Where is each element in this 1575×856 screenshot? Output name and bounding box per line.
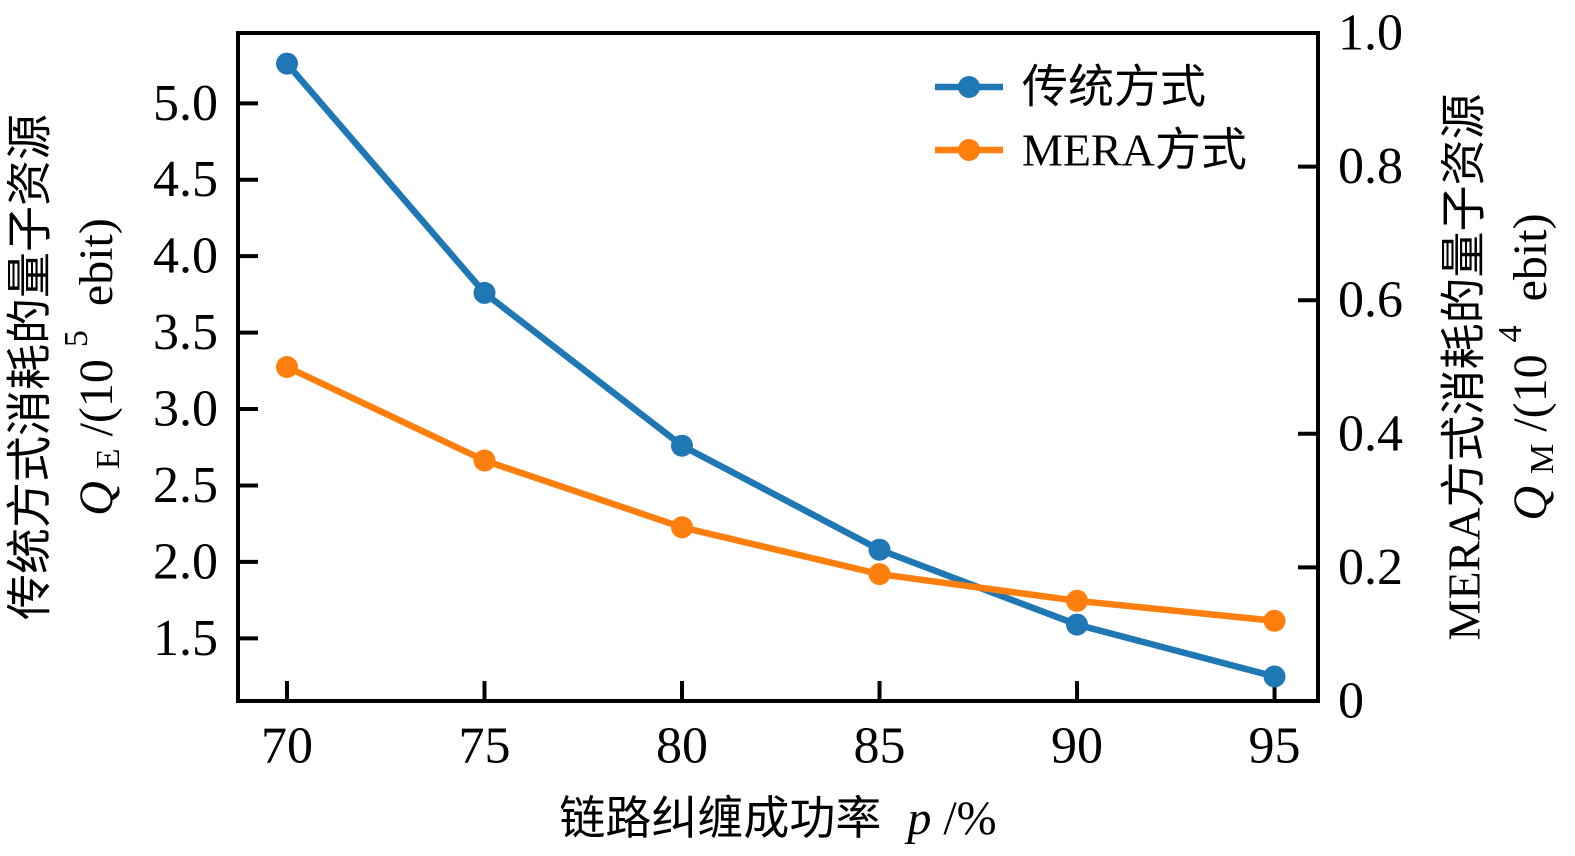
series-traditional-marker [1066, 613, 1088, 636]
axis-ticks [238, 31, 1318, 703]
series-traditional-marker [276, 52, 298, 75]
x-axis-label-unit: /% [943, 792, 996, 845]
series-mera-marker [868, 563, 891, 586]
y-right-tick-label: 0 [1338, 673, 1364, 730]
y-right-tick-label: 1.0 [1338, 5, 1403, 62]
y-right-tick-label: 0.2 [1338, 539, 1403, 596]
series-mera-marker [1263, 609, 1286, 632]
series-traditional-line [283, 60, 1278, 680]
x-tick-label: 85 [854, 718, 906, 775]
series-mera-line [283, 363, 1278, 625]
y-left-tick-label: 1.5 [153, 610, 218, 667]
series-traditional-marker [868, 538, 891, 561]
legend-item-mera: MERA方式 [935, 125, 1247, 176]
y-right-quantity-symbol: Q [1504, 486, 1557, 521]
series-mera-marker [1066, 589, 1088, 612]
legend-label-traditional: 传统方式 [1022, 62, 1206, 113]
x-tick-label: 75 [458, 718, 510, 775]
series-traditional-marker [1263, 665, 1286, 688]
x-tick-label: 90 [1051, 718, 1103, 775]
x-axis-label: 链路纠缠成功率 p /% [559, 792, 996, 845]
y-left-tick-label: 2.0 [153, 533, 218, 590]
legend-label-mera: MERA方式 [1022, 125, 1247, 176]
series-traditional [276, 52, 1286, 688]
data-series [276, 52, 1286, 688]
x-tick-label: 70 [261, 718, 313, 775]
y-right-tick-label: 0.6 [1338, 272, 1403, 329]
y-right-axis-label-line1: MERA方式消耗的量子资源 [1439, 94, 1490, 641]
y-right-axis-label-line2: Q M /(10 4 ebit) [1484, 213, 1569, 520]
x-tick-label: 95 [1249, 718, 1301, 775]
x-axis-label-variable: p [904, 792, 931, 845]
y-right-tick-label: 0.4 [1338, 405, 1403, 462]
legend-item-traditional: 传统方式 [935, 62, 1206, 113]
y-left-unit-exponent: 5 [58, 330, 95, 347]
series-mera-marker [473, 449, 496, 472]
series-mera-marker [276, 356, 298, 378]
y-left-unit-prefix: /(10 [70, 359, 123, 436]
y-left-tick-label: 2.5 [153, 457, 218, 514]
series-traditional-marker [671, 434, 693, 457]
y-left-tick-label: 4.0 [153, 228, 218, 285]
y-left-tick-label: 3.0 [153, 381, 218, 438]
plot-frame [236, 31, 1320, 703]
legend-marker-mera-icon [958, 139, 980, 161]
x-axis-label-text: 链路纠缠成功率 [559, 793, 881, 844]
y-right-unit-prefix: /(10 [1504, 354, 1557, 431]
y-left-unit-suffix: ebit) [70, 218, 123, 318]
y-right-tick-label: 0.8 [1338, 138, 1403, 195]
x-tick-label: 80 [656, 718, 708, 775]
y-left-quantity-symbol: Q [70, 481, 123, 516]
y-left-quantity-subscript: E [90, 448, 127, 469]
y-left-axis-label-line2: Q E /(10 5 ebit) [50, 218, 135, 516]
y-left-tick-label: 5.0 [153, 75, 218, 132]
series-traditional-marker [473, 281, 496, 304]
y-left-axis-label-line1: 传统方式消耗的量子资源 [5, 114, 56, 620]
y-left-tick-label: 3.5 [153, 304, 218, 361]
y-right-quantity-subscript: M [1524, 444, 1561, 474]
axis-tick-labels: 70 75 80 85 90 95 1.5 2.0 2.5 3.0 3.5 4.0 4.5 5.0 0 0.2… [153, 5, 1403, 775]
y-right-unit-exponent: 4 [1492, 325, 1529, 342]
legend-marker-traditional-icon [958, 76, 980, 98]
series-mera-marker [671, 516, 693, 539]
y-left-tick-label: 4.5 [153, 151, 218, 208]
series-mera [276, 356, 1286, 632]
legend: 传统方式 MERA方式 [935, 62, 1247, 176]
y-right-unit-suffix: ebit) [1504, 213, 1557, 313]
